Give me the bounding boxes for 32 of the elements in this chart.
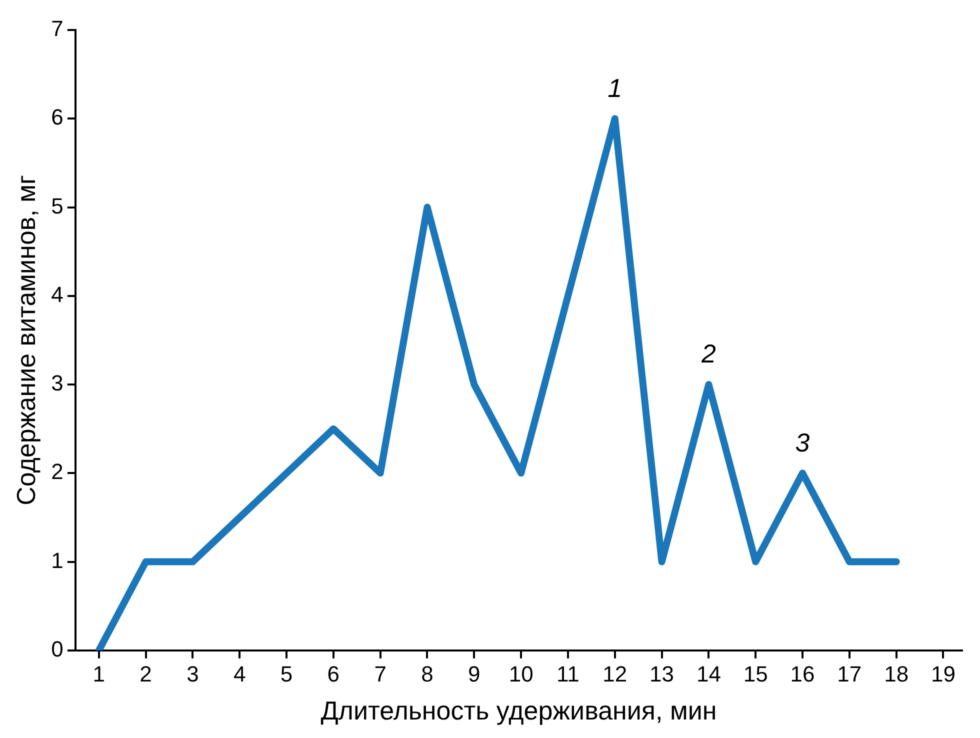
x-tick-label: 17 <box>837 662 862 687</box>
annotation: 1 <box>608 72 622 103</box>
x-tick-label: 12 <box>602 662 628 687</box>
x-tick-label: 16 <box>790 662 815 687</box>
y-tick-label: 7 <box>51 16 64 42</box>
x-tick-label: 13 <box>650 662 674 687</box>
x-axis-title: Длительность удерживания, мин <box>320 696 717 726</box>
x-tick-label: 19 <box>930 662 956 687</box>
x-tick-label: 1 <box>92 662 106 687</box>
x-tick-label: 6 <box>327 662 340 687</box>
x-tick-label: 4 <box>233 662 246 687</box>
x-tick-label: 18 <box>884 662 909 687</box>
x-tick-label: 15 <box>743 662 768 687</box>
x-tick-label: 8 <box>421 662 434 687</box>
x-tick-label: 7 <box>374 662 386 687</box>
x-tick-label: 14 <box>696 662 721 687</box>
y-tick-label: 1 <box>51 548 64 573</box>
x-tick-label: 2 <box>140 662 152 687</box>
y-tick-label: 6 <box>51 104 64 130</box>
x-tick-label: 11 <box>556 662 580 687</box>
y-axis-title: Содержание витаминов, мг <box>10 174 41 506</box>
y-tick-label: 0 <box>51 636 64 662</box>
y-tick-label: 4 <box>51 282 64 307</box>
y-tick-label: 3 <box>51 370 64 396</box>
y-tick-label: 5 <box>51 193 64 218</box>
x-tick-label: 5 <box>280 662 293 687</box>
annotation: 3 <box>795 427 810 458</box>
x-tick-label: 3 <box>186 662 199 687</box>
annotation: 2 <box>700 338 716 369</box>
y-tick-label: 2 <box>51 459 64 484</box>
x-tick-label: 10 <box>508 662 534 687</box>
x-tick-label: 9 <box>468 662 480 687</box>
